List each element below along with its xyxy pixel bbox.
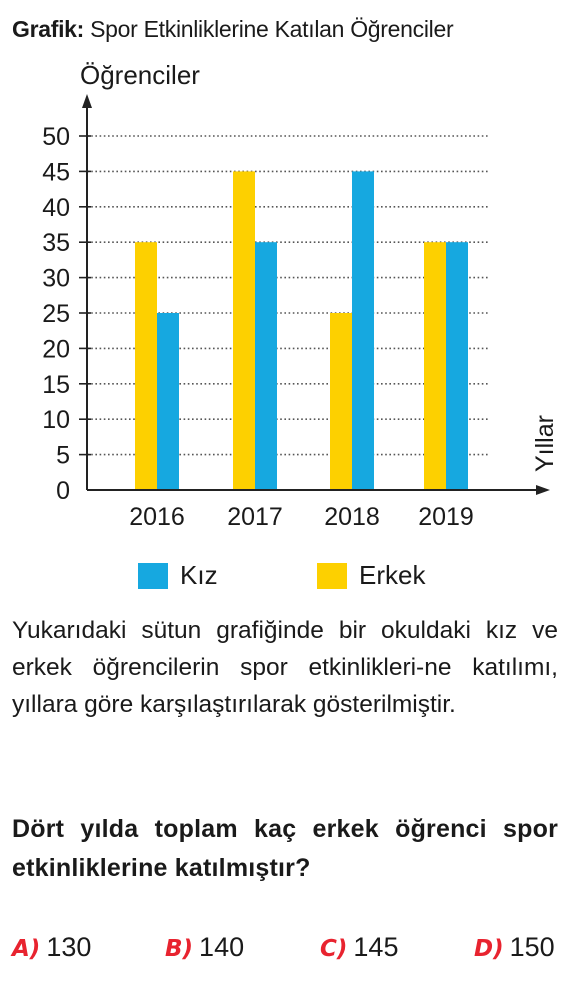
y-tick-label-20: 20 [42, 335, 70, 363]
question-text: Dört yılda toplam kaç erkek öğrenci spor… [12, 815, 558, 882]
y-tick-label-0: 0 [56, 477, 70, 505]
option-b-letter: B) [165, 936, 194, 962]
bar-chart: 0 5 10 15 20 25 30 35 40 45 50 2016 2017 2018 2019 Öğre… [42, 60, 559, 531]
option-a-letter: A) [12, 936, 41, 962]
y-axis-label: Öğrenciler [80, 60, 200, 90]
y-tick-label-50: 50 [42, 123, 70, 151]
option-a-value: 130 [46, 932, 92, 962]
y-tick-label-35: 35 [42, 229, 70, 257]
x-tick-label-2017: 2017 [227, 503, 283, 531]
option-d-value: 150 [509, 932, 555, 962]
option-d-letter: D) [474, 936, 504, 962]
y-axis-arrow [82, 94, 92, 108]
option-c[interactable]: C) 145 [320, 932, 398, 963]
x-tick-label-2018: 2018 [324, 503, 380, 531]
y-tick-label-15: 15 [42, 371, 70, 399]
option-b[interactable]: B) 140 [165, 932, 244, 963]
option-d[interactable]: D) 150 [474, 932, 555, 963]
chart-title-text: Spor Etkinliklerine Katılan Öğrenciler [90, 16, 454, 42]
legend-label-kiz: Kız [180, 560, 218, 590]
bar-erkek-2017 [233, 171, 255, 490]
legend-swatch-kiz [138, 562, 168, 589]
bar-kiz-2017 [255, 242, 277, 490]
x-tick-label-2019: 2019 [418, 503, 474, 531]
option-b-value: 140 [199, 932, 245, 962]
y-tick-label-45: 45 [42, 158, 70, 186]
chart-title: Grafik: Spor Etkinliklerine Katılan Öğre… [12, 16, 454, 43]
legend-item-erkek: Erkek [317, 560, 425, 591]
bar-erkek-2018 [330, 313, 352, 490]
y-tick-label-30: 30 [42, 265, 70, 293]
option-c-value: 145 [353, 932, 399, 962]
option-c-letter: C) [320, 936, 348, 962]
legend-swatch-erkek [317, 562, 347, 589]
bar-kiz-2016 [157, 313, 179, 490]
bar-kiz-2019 [446, 242, 468, 490]
chart-title-bold: Grafik: [12, 16, 85, 42]
x-axis-label: Yıllar [531, 415, 559, 472]
y-tick-label-5: 5 [56, 442, 70, 470]
option-a[interactable]: A) 130 [12, 932, 91, 963]
x-axis-arrow [536, 485, 550, 495]
y-tick-label-25: 25 [42, 300, 70, 328]
legend-item-kiz: Kız [138, 560, 218, 591]
bar-erkek-2016 [135, 242, 157, 490]
y-tick-label-10: 10 [42, 406, 70, 434]
y-tick-label-40: 40 [42, 194, 70, 222]
description-paragraph: Yukarıdaki sütun grafiğinde bir okuldaki… [12, 617, 558, 718]
bar-erkek-2019 [424, 242, 446, 490]
legend-label-erkek: Erkek [359, 560, 426, 590]
bar-kiz-2018 [352, 171, 374, 490]
x-tick-label-2016: 2016 [129, 503, 185, 531]
